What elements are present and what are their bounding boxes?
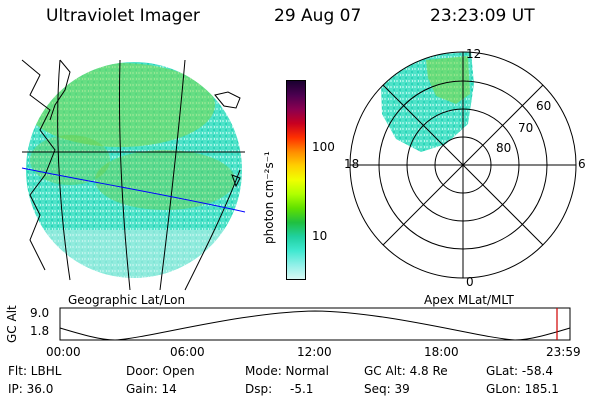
geographic-image-panel [21, 59, 246, 291]
door-status: Door: Open [126, 364, 195, 378]
polar-aurora-image [381, 52, 474, 152]
geographic-aurora-image [26, 62, 242, 278]
color-bar-tick-10: 10 [312, 229, 328, 243]
glat-status: GLat: -58.4 [486, 364, 553, 378]
altitude-axis-label: GC Alt [5, 305, 19, 343]
gain-status: Gain: 14 [126, 382, 177, 396]
time-tick-1800: 18:00 [424, 345, 459, 359]
time-tick-1200: 12:00 [297, 345, 332, 359]
mode-status: Mode: Normal [245, 364, 329, 378]
mlt-label-0: 0 [466, 275, 474, 289]
lat-label-70: 70 [518, 121, 533, 135]
altitude-tick-low: 1.8 [30, 324, 50, 338]
glon-status: GLon: 185.1 [486, 382, 559, 396]
polar-panel-label: Apex MLat/MLT [424, 293, 514, 307]
gc-alt-status: GC Alt: 4.8 Re [364, 364, 448, 378]
altitude-tick-high: 9.0 [30, 306, 50, 320]
color-bar-gradient [287, 81, 305, 279]
app-title: Ultraviolet Imager [46, 6, 200, 26]
seq-status: Seq: 39 [364, 382, 410, 396]
time-tick-0600: 06:00 [170, 345, 205, 359]
dsp-label: Dsp: [245, 382, 273, 396]
mlt-label-6: 6 [578, 157, 586, 171]
observation-date: 29 Aug 07 [274, 6, 362, 26]
geographic-panel-label: Geographic Lat/Lon [68, 293, 186, 307]
color-bar-tick-100: 100 [312, 140, 335, 154]
ip-status: IP: 36.0 [8, 382, 54, 396]
dsp-value: -5.1 [290, 382, 314, 396]
lat-label-60: 60 [536, 99, 551, 113]
filter-status: Flt: LBHL [8, 364, 62, 378]
mlt-label-18: 18 [344, 157, 359, 171]
lat-label-80: 80 [496, 141, 511, 155]
mlt-label-12: 12 [466, 47, 481, 61]
color-bar-unit-label: photon cm⁻²s⁻¹ [262, 151, 276, 244]
polar-plot-panel: 12 0 18 6 60 70 80 [344, 47, 586, 289]
altitude-plot [59, 307, 571, 341]
color-bar [286, 80, 306, 280]
time-tick-2359: 23:59 [546, 345, 581, 359]
time-tick-0000: 00:00 [46, 345, 81, 359]
observation-time: 23:23:09 UT [430, 6, 535, 26]
